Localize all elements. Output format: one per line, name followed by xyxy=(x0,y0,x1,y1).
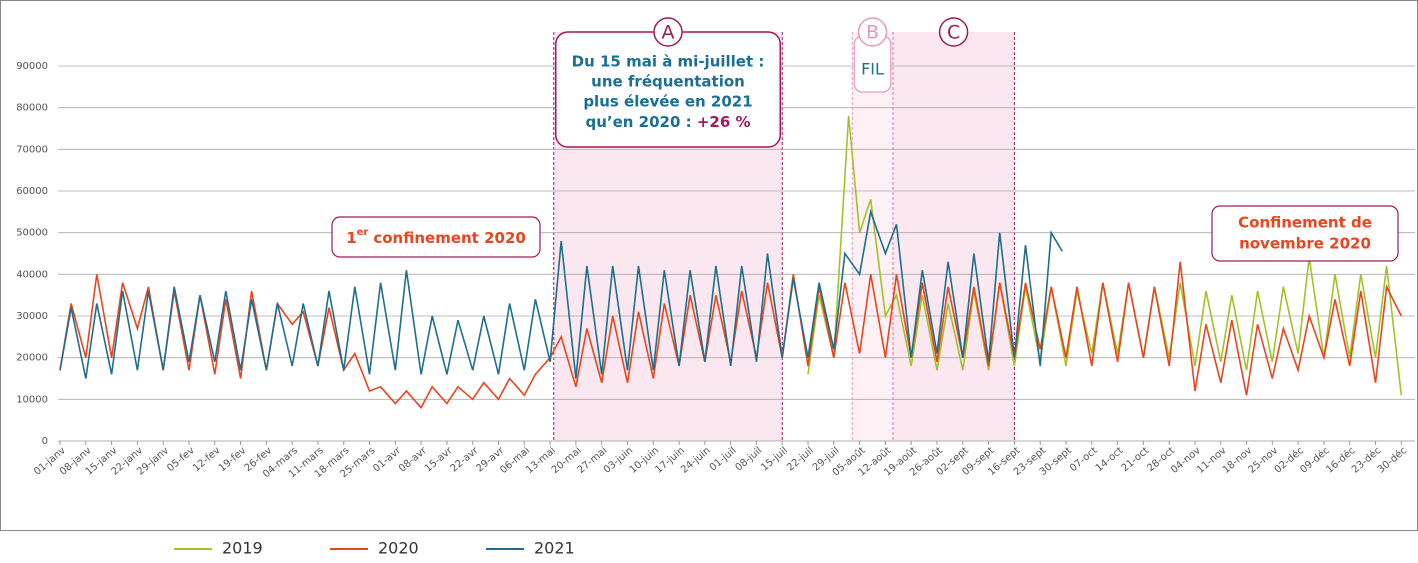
annotation-letter: A xyxy=(662,22,675,44)
annotation-badge xyxy=(938,17,969,47)
x-tick-label: 01-avr xyxy=(371,445,404,475)
annotation-text: qu’en 2020 : +26 % xyxy=(585,113,750,131)
y-tick-label: 40000 xyxy=(16,269,48,280)
annotation-text: er xyxy=(357,227,369,238)
annotation-box xyxy=(1211,205,1399,262)
annotation-text: une fréquentation xyxy=(591,73,745,91)
y-tick-label: 70000 xyxy=(16,144,48,155)
annotation-text: plus élevée en 2021 xyxy=(583,93,752,111)
x-tick-label: 24-juin xyxy=(679,445,713,476)
annotation-text: Du 15 mai à mi-juillet : xyxy=(572,53,765,71)
annotation-highlight: +26 % xyxy=(697,113,751,131)
annotation-badge xyxy=(857,17,888,47)
legend-label: 2019 xyxy=(222,539,263,558)
legend-label: 2020 xyxy=(378,539,419,558)
annotation-text: novembre 2020 xyxy=(1239,235,1371,253)
x-tick-label: 21-oct xyxy=(1120,445,1152,474)
annotation-text: FIL xyxy=(861,60,884,79)
annotation-text: Confinement de xyxy=(1238,214,1372,232)
annotation-letter: C xyxy=(947,22,960,44)
annotation-badge xyxy=(653,17,683,47)
y-tick-label: 80000 xyxy=(16,103,48,114)
x-tick-label: 15-avr xyxy=(423,445,456,475)
highlight-region xyxy=(852,32,893,441)
annotation-text: 1 xyxy=(346,229,356,247)
x-tick-label: 15-juil xyxy=(759,445,790,473)
x-tick-label: 01-juil xyxy=(708,445,739,473)
legend-label: 2021 xyxy=(534,539,575,558)
series-line xyxy=(59,208,1063,379)
x-tick-label: 08-juil xyxy=(733,445,764,473)
annotation-box xyxy=(331,216,541,258)
x-tick-label: 22-avr xyxy=(449,445,482,475)
x-tick-label: 05-fev xyxy=(165,445,197,474)
y-tick-label: 90000 xyxy=(16,61,48,72)
x-tick-label: 22-juil xyxy=(785,445,816,473)
annotation-text: qu’en 2020 : xyxy=(585,113,691,131)
x-tick-label: 14-oct xyxy=(1094,445,1126,474)
x-tick-label: 07-oct xyxy=(1068,445,1100,474)
highlight-region xyxy=(892,32,1015,441)
x-tick-label: 12-fev xyxy=(191,445,223,474)
x-tick-label: 08-avr xyxy=(397,445,430,475)
x-tick-label: 30-déc xyxy=(1375,444,1409,475)
y-tick-label: 60000 xyxy=(16,186,48,197)
y-tick-label: 20000 xyxy=(16,353,48,364)
y-tick-label: 30000 xyxy=(16,311,48,322)
x-tick-label: 19-fev xyxy=(217,445,249,474)
y-tick-label: 50000 xyxy=(16,228,48,239)
annotation-letter: B xyxy=(866,22,879,44)
annotation-text: 1er confinement 2020 xyxy=(346,227,526,247)
y-tick-label: 10000 xyxy=(16,394,48,405)
y-tick-label: 0 xyxy=(42,436,48,447)
annotation-text: confinement 2020 xyxy=(373,229,525,247)
